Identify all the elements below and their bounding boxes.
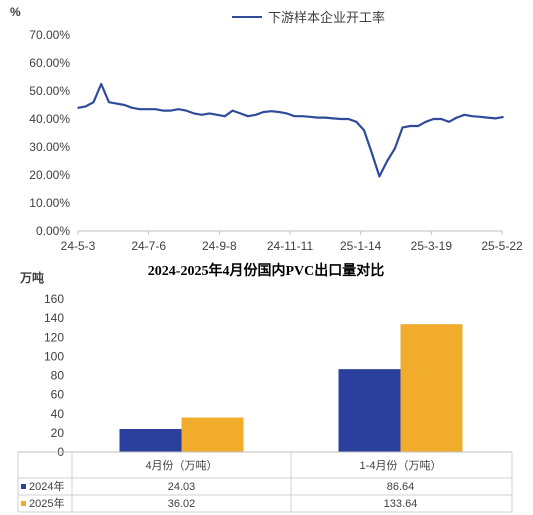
table-value-cell: 133.64 — [384, 498, 418, 510]
table-category-label: 4月份（万吨） — [145, 459, 217, 472]
table-legend-swatch — [21, 501, 26, 506]
line-y-tick-label: 30.00% — [29, 140, 70, 154]
line-x-tick-label: 24-7-6 — [131, 239, 166, 253]
bar-y-tick-label: 120 — [44, 330, 64, 344]
bar-y-tick-label: 160 — [44, 292, 64, 306]
table-series-label: 2025年 — [29, 496, 64, 510]
line-y-tick-label: 40.00% — [29, 112, 70, 126]
table-legend-swatch — [21, 484, 26, 489]
line-y-tick-label: 60.00% — [29, 56, 70, 70]
line-x-tick-label: 24-9-8 — [202, 239, 237, 253]
bar-y-tick-label: 140 — [44, 311, 64, 325]
line-y-unit: % — [10, 5, 21, 19]
line-y-tick-label: 20.00% — [29, 168, 70, 182]
line-y-tick-label: 0.00% — [36, 224, 70, 238]
bar-data-table: 4月份（万吨） 1-4月份（万吨） 2024年 24.03 86.64 2025年 36.0… — [17, 451, 513, 513]
line-y-tick-label: 50.00% — [29, 84, 70, 98]
bar-chart-title: 2024-2025年4月份国内PVC出口量对比 — [148, 262, 384, 279]
line-legend: 下游样本企业开工率 — [232, 10, 385, 25]
table-value-cell: 36.02 — [168, 498, 196, 510]
line-legend-label: 下游样本企业开工率 — [268, 10, 385, 25]
bar-2024年-1 — [338, 369, 401, 452]
line-x-tick-label: 24-5-3 — [61, 239, 96, 253]
bar-2024年-0 — [119, 429, 182, 452]
table-category-label: 1-4月份（万吨） — [360, 459, 442, 472]
line-series-path — [77, 82, 504, 178]
bar-y-tick-label: 100 — [44, 349, 64, 363]
line-y-tick-label: 70.00% — [29, 28, 70, 42]
line-chart: % 下游样本企业开工率 0.00% 10.00% 20.00% 30.00% 40.00… — [10, 5, 523, 253]
line-x-tick-label: 25-3-19 — [411, 239, 453, 253]
bar-chart: 2024-2025年4月份国内PVC出口量对比 万吨 0204060801001… — [17, 262, 513, 513]
table-value-cell: 86.64 — [387, 481, 415, 493]
bar-y-tick-label: 40 — [51, 407, 65, 421]
line-x-tick-label: 25-1-14 — [340, 239, 382, 253]
bar-y-tick-label: 60 — [51, 388, 65, 402]
table-series-label: 2024年 — [29, 479, 64, 493]
bar-2025年-0 — [181, 417, 244, 452]
line-x-tick-label: 25-5-22 — [481, 239, 523, 253]
line-y-tick-label: 10.00% — [29, 196, 70, 210]
bar-y-tick-label: 80 — [51, 369, 65, 383]
bar-y-tick-label: 20 — [51, 426, 65, 440]
line-x-tick-label: 24-11-11 — [267, 239, 314, 253]
bar-y-unit: 万吨 — [19, 270, 44, 285]
bar-2025年-1 — [400, 324, 463, 452]
table-value-cell: 24.03 — [168, 481, 196, 493]
